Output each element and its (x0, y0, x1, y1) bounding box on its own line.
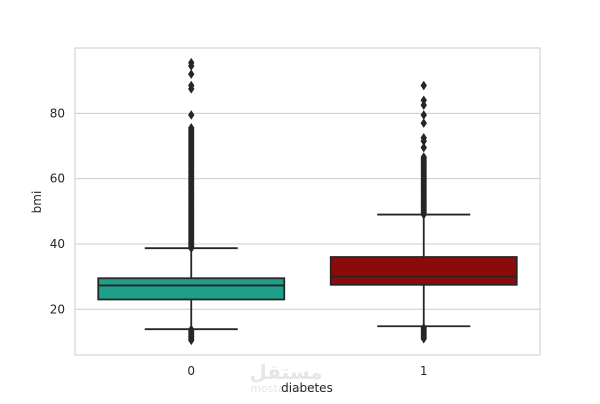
outlier-point (188, 69, 195, 79)
grid-lines (75, 112, 540, 310)
outlier-point (420, 323, 427, 333)
box-iqr (97, 277, 286, 301)
outlier-point (188, 110, 195, 120)
outlier-point (420, 152, 427, 162)
y-tick-labels: 20 40 60 80 (50, 106, 65, 316)
watermark-subtext: mostaql.com (250, 382, 321, 395)
y-tick-label: 60 (50, 172, 65, 186)
box-iqr (329, 256, 518, 286)
outlier-point (420, 118, 427, 128)
outlier-point (420, 142, 427, 153)
y-axis-label: bmi (30, 191, 44, 214)
box-group-0 (97, 57, 286, 346)
outlier-point (420, 95, 427, 106)
x-axis-label: diabetes (281, 381, 333, 395)
outlier-point (420, 100, 427, 110)
x-tick-label: 1 (420, 364, 428, 378)
outlier-point (420, 133, 427, 143)
outlier-point (188, 57, 195, 68)
y-tick-label: 80 (50, 106, 65, 120)
watermark: مستقل mostaql.com (249, 360, 322, 395)
outlier-point (420, 110, 427, 120)
plot-area (74, 47, 541, 356)
outlier-point (420, 80, 427, 91)
outlier-point (188, 123, 195, 133)
box-group-1 (329, 80, 518, 344)
outlier-point (188, 80, 195, 91)
watermark-text: مستقل (249, 360, 322, 384)
y-tick-label: 40 (50, 237, 65, 251)
outlier-point (188, 324, 195, 335)
boxes (97, 57, 518, 346)
y-tick-label: 20 (50, 302, 65, 316)
x-tick-label: 0 (187, 364, 195, 378)
